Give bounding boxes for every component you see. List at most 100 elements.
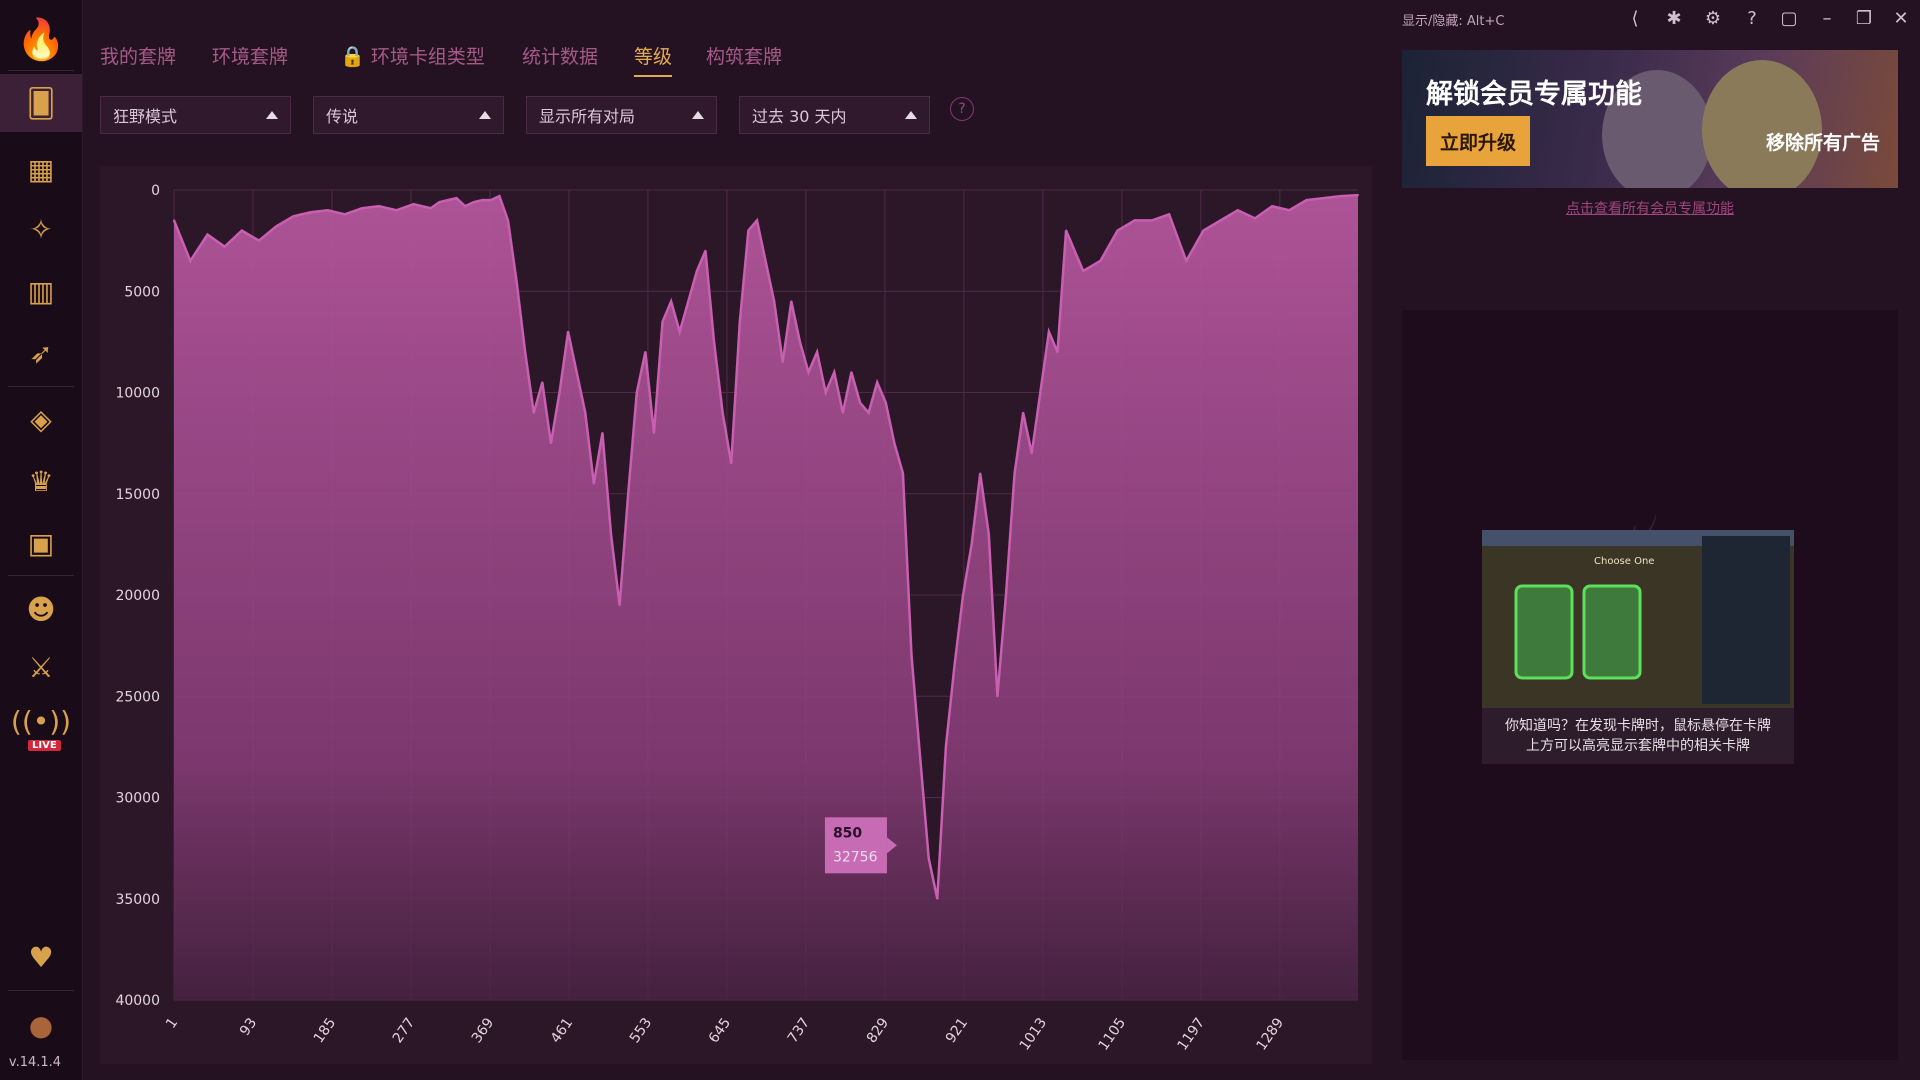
tip-caption: 你知道吗？在发现卡牌时，鼠标悬停在卡牌 上方可以高亮显示套牌中的相关卡牌 [1482,708,1794,764]
discord-icon[interactable]: ▢ [1780,8,1798,29]
hotkey-label: 显示/隐藏: Alt+C [1402,14,1505,29]
data-point [979,472,982,475]
close-icon[interactable]: ✕ [1893,8,1909,29]
data-point [721,411,724,414]
version-label: v.14.1.4 [8,1055,62,1070]
tooltip-arrow [886,837,897,854]
data-point [670,300,673,303]
tooltip-y: 32756 [833,849,878,865]
data-point [781,361,784,364]
tab-statistics[interactable]: 统计数据 [522,46,599,68]
app-logo-icon[interactable]: 🔥 [16,16,66,63]
data-point [953,664,956,667]
tip-line-2: 上方可以高亮显示套牌中的相关卡牌 [1526,738,1750,754]
deck-tracker-icon[interactable]: ▦ [27,152,55,186]
upgrade-button[interactable]: 立即升级 [1426,116,1530,166]
y-tick-label: 5000 [124,284,160,300]
data-point [755,219,758,222]
data-point [970,543,973,546]
data-point [652,432,655,434]
data-point [884,401,887,404]
data-point [747,229,750,232]
data-point [850,371,853,374]
chest-icon[interactable]: ▣ [27,526,55,560]
tip-image: Choose One [1482,530,1794,708]
battlegrounds-icon[interactable]: ⚔ [28,650,54,684]
share-icon[interactable]: ⟨ [1631,8,1639,29]
games-select[interactable]: 显示所有对局 [526,96,717,134]
mercenary-icon[interactable]: ☻ [26,592,56,626]
data-point [1004,594,1007,596]
data-point [1022,411,1025,414]
y-tick-label: 30000 [115,791,160,807]
y-tick-label: 0 [151,183,160,199]
data-point [1202,229,1205,232]
rank-chart: 0 5000 10000 15000 20000 25000 30000 35000 40000… [100,166,1372,1064]
minimize-icon[interactable]: – [1822,8,1832,29]
data-point [1322,197,1325,200]
gear-icon[interactable]: ⚙ [1704,8,1722,29]
data-point [944,745,947,748]
data-point [824,391,827,394]
data-point [910,654,913,657]
mode-select[interactable]: 狂野模式 [100,96,291,134]
data-point [661,320,664,323]
data-point [584,411,587,414]
data-point [919,756,922,758]
x-tick-label: 185 [311,1015,339,1046]
x-tick-label: 921 [943,1015,971,1046]
rank-select[interactable]: 传说 [313,96,504,134]
premium-banner[interactable]: 解锁会员专属功能 立即升级 移除所有广告 [1402,50,1898,188]
data-point [489,199,492,202]
premium-features-link[interactable]: 点击查看所有会员专属功能 [1566,201,1734,217]
data-point [1133,219,1136,222]
x-tick-label: 737 [785,1015,813,1046]
rank-area [174,195,1358,1000]
bug-icon[interactable]: ✱ [1666,8,1682,29]
tab-constructed[interactable]: 构筑套牌 [706,46,783,68]
data-point [936,897,939,900]
banner-art [1702,60,1822,188]
data-point [798,340,801,343]
y-tick-label: 35000 [115,892,160,908]
tab-ranks[interactable]: 等级 [634,42,673,77]
data-point [687,300,690,303]
arena-icon[interactable]: ◈ [30,402,52,436]
data-point [206,233,209,236]
chevron-up-icon [479,111,491,119]
restore-icon[interactable]: ❐ [1855,8,1873,29]
sidebar-divider [8,386,74,387]
data-point [481,199,484,202]
x-tick-label: 1105 [1096,1015,1130,1053]
y-tick-label: 15000 [115,487,160,503]
data-point [541,381,544,384]
live-icon[interactable]: ((•)) [10,704,72,738]
data-point [343,213,346,216]
data-point [361,207,364,210]
avatar-icon[interactable]: ● [28,1008,54,1042]
help-icon[interactable]: ? [950,97,974,121]
period-select[interactable]: 过去 30 天内 [739,96,930,134]
data-point [592,482,595,485]
tab-archetypes[interactable]: 🔒 环境卡组类型 [340,42,485,69]
tab-my-decks[interactable]: 我的套牌 [100,46,177,68]
data-point [1339,195,1342,198]
tab-meta-decks[interactable]: 环境套牌 [212,46,289,68]
tavern-icon[interactable]: ▥ [27,274,55,308]
help-titlebar-icon[interactable]: ? [1747,8,1757,29]
games-select-value: 显示所有对局 [539,107,636,126]
decks-icon[interactable]: 🂠 [0,74,82,132]
crown-icon[interactable]: ♛ [28,464,54,498]
hero-icon[interactable]: ➶ [29,336,53,370]
data-point [876,381,879,384]
data-point [618,604,621,607]
data-point [567,330,570,333]
data-point [1082,270,1085,272]
tooltip-box [824,817,887,874]
data-point [498,195,501,198]
cards-icon[interactable]: ✧ [29,212,53,246]
data-point [240,229,243,232]
x-tick-label: 645 [706,1015,734,1046]
data-point [1168,213,1171,216]
heart-icon[interactable]: ♥ [28,940,54,974]
